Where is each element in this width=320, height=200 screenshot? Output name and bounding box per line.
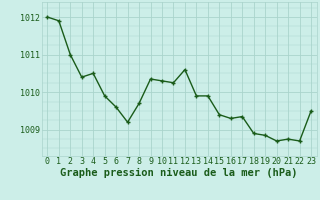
X-axis label: Graphe pression niveau de la mer (hPa): Graphe pression niveau de la mer (hPa) <box>60 168 298 178</box>
